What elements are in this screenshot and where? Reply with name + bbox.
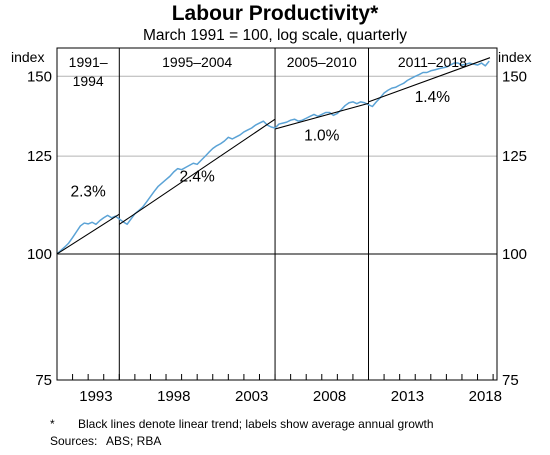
period-label: 1991– [69, 54, 108, 70]
x-tick-label: 1998 [157, 388, 190, 405]
footnote-marker: * [50, 417, 55, 431]
axis-ticks: 75 75 100 100 125 125 150 150 1993 1998 2003 2008 20… [27, 68, 527, 405]
footnote-text: Black lines denote linear trend; labels … [78, 417, 434, 431]
y-tick-label-left: 150 [27, 68, 52, 85]
y-tick-label-left: 125 [27, 148, 52, 165]
x-tick-label: 2018 [469, 388, 502, 405]
y-tick-label-left: 75 [35, 372, 52, 389]
sources-label: Sources: [50, 434, 97, 448]
growth-rate-label: 2.3% [70, 184, 106, 201]
y-tick-label-right: 150 [502, 68, 527, 85]
period-label: 2005–2010 [287, 54, 357, 70]
x-tick-label: 2008 [313, 388, 346, 405]
chart-labels: 1991– 1994 1995–2004 2005–2010 2011–2018 2.3%… [69, 54, 467, 201]
x-tick-label: 2013 [391, 388, 424, 405]
y-tick-label-right: 75 [502, 372, 519, 389]
sources-text: ABS; RBA [106, 434, 161, 448]
gridlines [57, 75, 497, 255]
period-dividers [118, 48, 370, 380]
trend-lines [56, 57, 491, 255]
period-label: 1994 [73, 73, 104, 89]
y-tick-label-right: 100 [502, 246, 527, 263]
chart-title: Labour Productivity* [172, 2, 379, 25]
y-tick-label-left: 100 [27, 246, 52, 263]
trend-line [368, 57, 491, 103]
period-label: 1995–2004 [162, 54, 232, 70]
series-lines [56, 60, 490, 255]
trend-line [274, 102, 369, 130]
period-label: 2011–2018 [398, 54, 467, 70]
growth-rate-label: 1.0% [304, 128, 340, 145]
growth-rate-label: 2.4% [180, 168, 216, 185]
trend-line [56, 213, 120, 255]
y-tick-label-right: 125 [502, 148, 527, 165]
x-tick-label: 2003 [235, 388, 268, 405]
productivity-series-line [56, 60, 490, 255]
chart-subtitle: March 1991 = 100, log scale, quarterly [143, 27, 407, 44]
x-tick-label: 1993 [79, 388, 112, 405]
y-unit-left: index [11, 49, 44, 65]
plot-frame [56, 47, 498, 381]
trend-line [118, 118, 276, 225]
y-unit-right: index [498, 49, 531, 65]
growth-rate-label: 1.4% [415, 89, 451, 106]
